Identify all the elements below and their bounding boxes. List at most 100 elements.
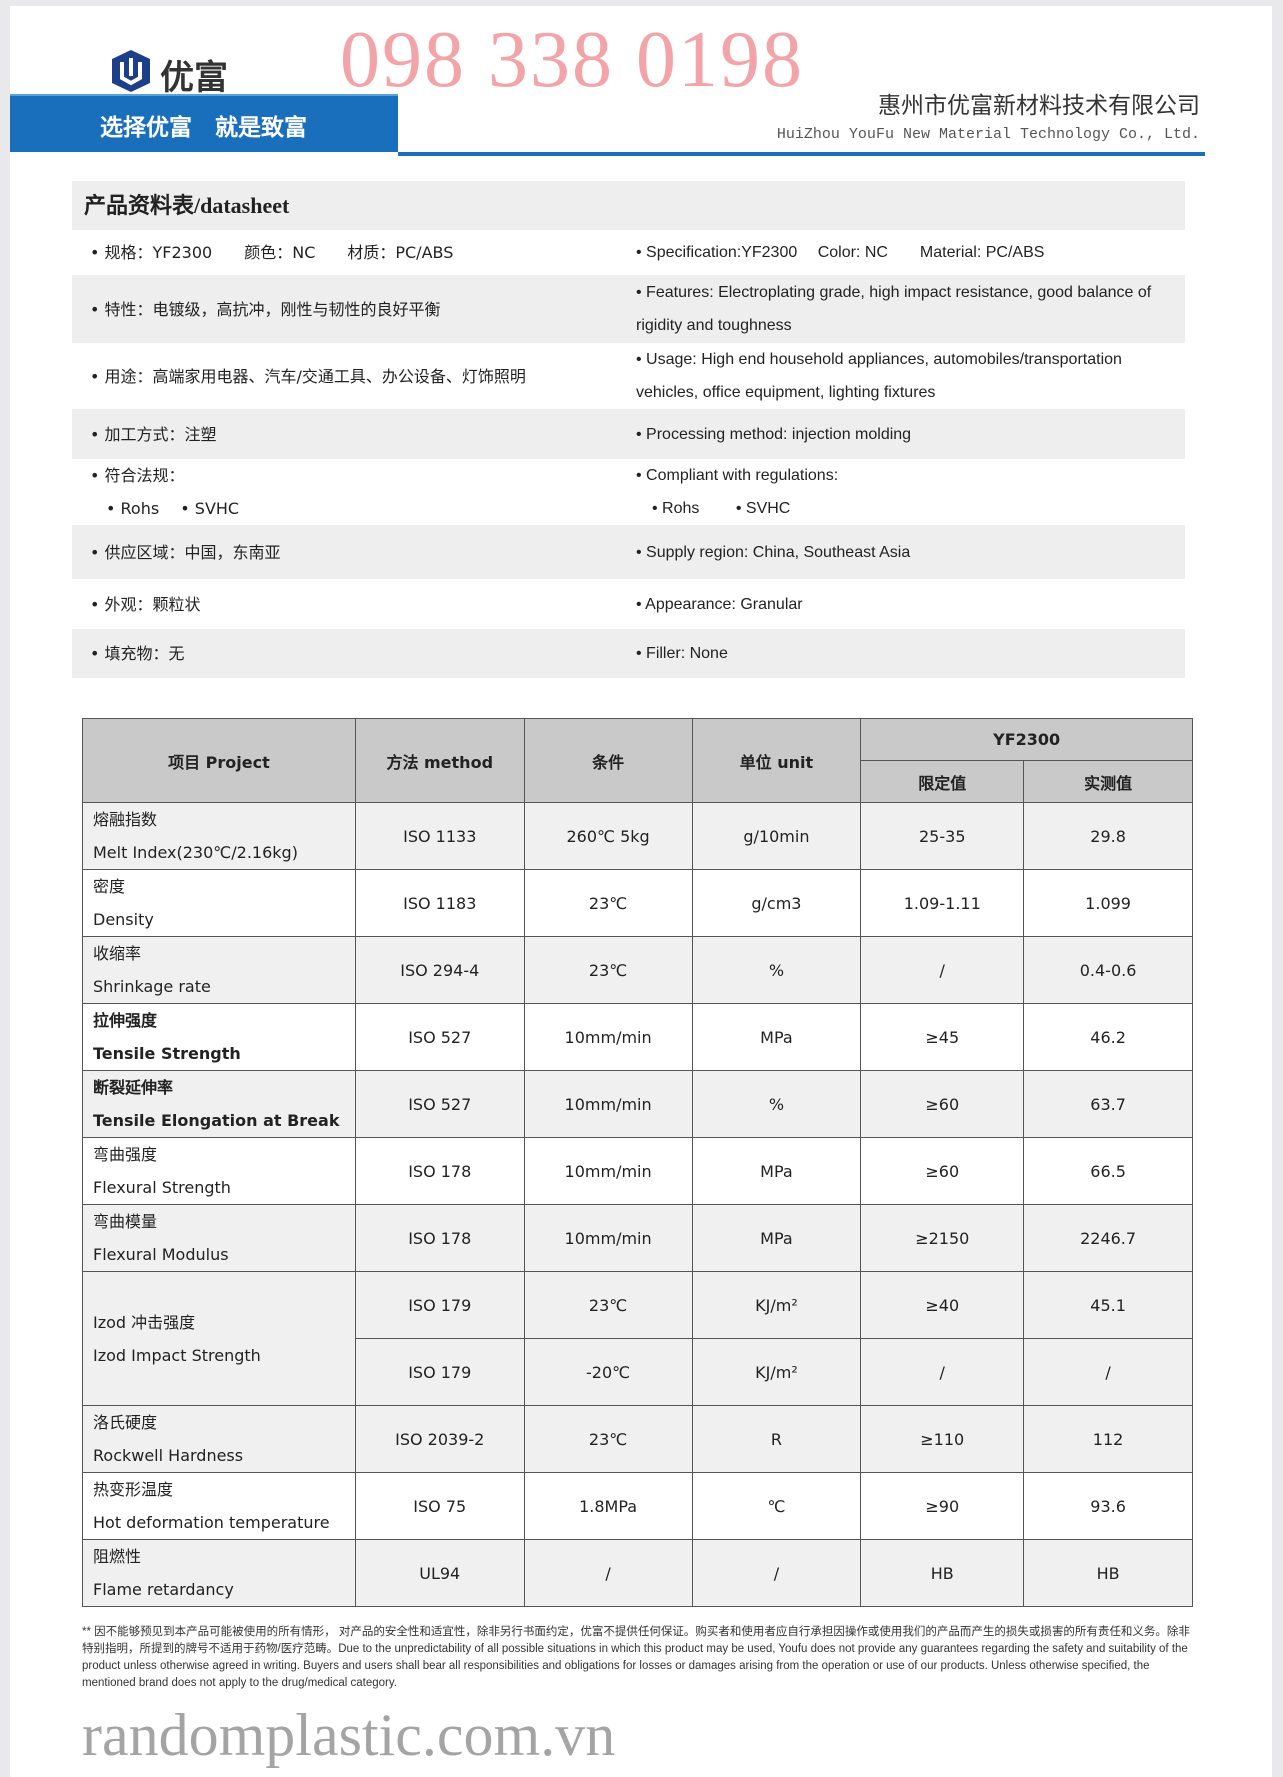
info-cn: • 符合法规： • Rohs • SVHC	[72, 459, 628, 525]
cell-limit: ≥45	[860, 1003, 1025, 1071]
info-row: • 供应区域：中国，东南亚 • Supply region: China, Sou…	[72, 525, 1185, 579]
cell-unit: MPa	[691, 1003, 862, 1071]
cell-unit: %	[691, 936, 862, 1004]
cell-project: 弯曲模量 Flexural Modulus	[82, 1204, 356, 1272]
cell-measured: 29.8	[1023, 802, 1193, 870]
header-grade: YF2300	[860, 718, 1193, 761]
cell-project: 洛氏硬度 Rockwell Hardness	[82, 1405, 356, 1473]
logo-icon	[112, 50, 150, 92]
cell-unit: MPa	[691, 1137, 862, 1205]
project-cn: 断裂延伸率	[93, 1078, 174, 1097]
project-cn: 密度	[93, 877, 126, 896]
cell-cond: -20℃	[523, 1338, 693, 1406]
cell-cond: 23℃	[523, 936, 693, 1004]
project-en: Flame retardancy	[93, 1580, 234, 1599]
cell-method: ISO 1133	[354, 802, 525, 870]
info-en: • Processing method: injection molding	[636, 425, 912, 443]
cell-project: Izod 冲击强度 Izod Impact Strength	[82, 1271, 356, 1406]
cell-limit: ≥110	[860, 1405, 1025, 1473]
project-en: Tensile Elongation at Break	[93, 1111, 340, 1130]
project-cn: 收缩率	[93, 944, 142, 963]
cell-limit: ≥60	[860, 1137, 1025, 1205]
table-row: 弯曲模量 Flexural Modulus ISO 178 10mm/min MPa ≥2…	[82, 1204, 1193, 1272]
info-en-line: • Rohs • SVHC	[636, 500, 791, 517]
phone-watermark: 098 338 0198	[340, 16, 804, 104]
project-cn: 洛氏硬度	[93, 1413, 158, 1432]
cell-method: ISO 1183	[354, 869, 525, 937]
header-unit: 单位 unit	[691, 718, 862, 803]
project-cn: 熔融指数	[93, 810, 158, 829]
cell-method: ISO 75	[354, 1472, 525, 1540]
cell-cond: 23℃	[523, 1405, 693, 1473]
cell-method: ISO 2039-2	[354, 1405, 525, 1473]
table-row: 热变形温度 Hot deformation temperature ISO 75 1.…	[82, 1472, 1193, 1540]
cell-limit: HB	[860, 1539, 1025, 1607]
info-en: • Usage: High end household appliances, …	[636, 351, 1122, 401]
cell-measured: 0.4-0.6	[1023, 936, 1193, 1004]
table-row: 收缩率 Shrinkage rate ISO 294-4 23℃%/0.4-0.6	[82, 936, 1193, 1004]
info-cn: • 供应区域：中国，东南亚	[90, 542, 281, 562]
cell-project: 熔融指数 Melt Index(230℃/2.16kg)	[82, 802, 356, 870]
info-row: • 外观：颗粒状 • Appearance: Granular	[72, 579, 1185, 629]
project-en: Flexural Strength	[93, 1178, 231, 1197]
info-row: • 填充物：无 • Filler: None	[72, 629, 1185, 678]
cell-project: 弯曲强度 Flexural Strength	[82, 1137, 356, 1205]
cell-cond: 23℃	[523, 869, 693, 937]
info-cn: • 加工方式：注塑	[90, 424, 217, 444]
info-cn: • 规格：YF2300 颜色：NC 材质：PC/ABS	[90, 243, 454, 262]
info-en: • Supply region: China, Southeast Asia	[636, 543, 911, 561]
cell-measured: 1.099	[1023, 869, 1193, 937]
project-en: Density	[93, 910, 154, 929]
info-row: • 符合法规： • Rohs • SVHC • Compliant with re…	[72, 459, 1185, 525]
cell-measured: 46.2	[1023, 1003, 1193, 1071]
cell-unit: g/cm3	[691, 869, 862, 937]
project-en: Melt Index(230℃/2.16kg)	[93, 843, 298, 862]
table-row: 断裂延伸率 Tensile Elongation at Break ISO 527 1…	[82, 1070, 1193, 1138]
cell-method: ISO 179	[354, 1338, 525, 1406]
cell-limit: 25-35	[860, 802, 1025, 870]
info-cn: • 外观：颗粒状	[90, 594, 201, 614]
project-cn: 阻燃性	[93, 1547, 142, 1566]
project-en: Izod Impact Strength	[93, 1345, 261, 1365]
cell-cond: /	[523, 1539, 693, 1607]
section-title: 产品资料表/datasheet	[72, 181, 1185, 230]
cell-method: ISO 178	[354, 1204, 525, 1272]
cell-unit: /	[691, 1539, 862, 1607]
cell-unit: MPa	[691, 1204, 862, 1272]
table-row: 阻燃性 Flame retardancy UL94// HB HB	[82, 1539, 1193, 1607]
cell-measured: HB	[1023, 1539, 1193, 1607]
table-row: 弯曲强度 Flexural Strength ISO 178 10mm/min MPa ≥…	[82, 1137, 1193, 1205]
info-en: • Filler: None	[636, 645, 728, 662]
info-cn-line: • Rohs • SVHC	[90, 499, 240, 518]
cell-method: ISO 527	[354, 1070, 525, 1138]
cell-measured: 45.1	[1023, 1271, 1193, 1339]
disclaimer: ** 因不能够预见到本产品可能被使用的所有情形， 对产品的安全性和适宜性，除非另…	[82, 1626, 1190, 1689]
cell-measured: 93.6	[1023, 1472, 1193, 1540]
table-row: 洛氏硬度 Rockwell Hardness ISO 2039-2 23℃ R ≥110 1…	[82, 1405, 1193, 1473]
project-cn: 弯曲强度	[93, 1145, 158, 1164]
cell-cond: 1.8MPa	[523, 1472, 693, 1540]
info-cn: • 特性：电镀级，高抗冲，刚性与韧性的良好平衡	[90, 299, 441, 319]
cell-method: ISO 179	[354, 1271, 525, 1339]
cell-limit: ≥60	[860, 1070, 1025, 1138]
company-name-cn: 惠州市优富新材料技术有限公司	[878, 93, 1200, 118]
info-en-line: • Compliant with regulations:	[636, 467, 839, 484]
cell-project: 拉伸强度 Tensile Strength	[82, 1003, 356, 1071]
header-condition: 条件	[523, 718, 693, 803]
info-en: • Features: Electroplating grade, high i…	[636, 284, 1152, 334]
company-name-en: HuiZhou YouFu New Material Technology Co…	[776, 126, 1200, 143]
cell-cond: 10mm/min	[523, 1003, 693, 1071]
cell-method: ISO 527	[354, 1003, 525, 1071]
table-row: 熔融指数 Melt Index(230℃/2.16kg) ISO 1133 260℃ …	[82, 802, 1193, 870]
cell-cond: 10mm/min	[523, 1204, 693, 1272]
cell-limit: ≥2150	[860, 1204, 1025, 1272]
cell-project: 热变形温度 Hot deformation temperature	[82, 1472, 356, 1540]
project-cn: 拉伸强度	[93, 1011, 158, 1030]
cell-limit: ≥90	[860, 1472, 1025, 1540]
cell-method: ISO 294-4	[354, 936, 525, 1004]
header-divider	[398, 152, 1205, 156]
info-en: • Appearance: Granular	[636, 595, 803, 613]
cell-method: ISO 178	[354, 1137, 525, 1205]
info-en: • Compliant with regulations: • Rohs • S…	[628, 459, 1185, 525]
project-cn: Izod 冲击强度	[93, 1312, 196, 1332]
